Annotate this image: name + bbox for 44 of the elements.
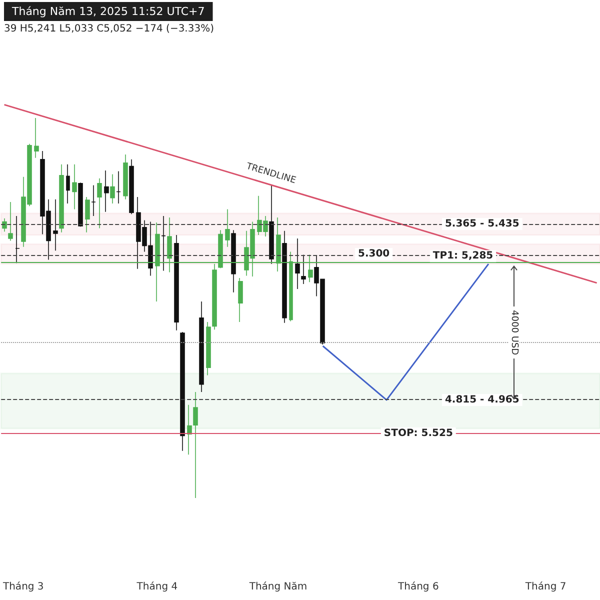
annotation: TP1: 5,285	[432, 250, 494, 262]
x-tick-label: Tháng 6	[397, 582, 439, 592]
candlestick	[66, 164, 70, 204]
candlestick	[161, 216, 166, 272]
annotation: STOP: 5.525	[384, 428, 453, 439]
candlestick	[301, 254, 306, 284]
candlestick	[8, 202, 13, 242]
candlestick	[116, 170, 121, 204]
candlestick	[2, 218, 7, 232]
candlestick	[53, 198, 58, 252]
candlestick	[59, 164, 64, 233]
candlestick	[193, 392, 198, 498]
x-tick-label: Tháng Năm	[248, 582, 308, 592]
candlestick	[72, 164, 77, 210]
candlestick	[34, 118, 39, 158]
candlestick	[199, 301, 204, 392]
candlestick	[129, 159, 134, 215]
candlestick	[174, 234, 179, 331]
candlestick	[85, 196, 90, 233]
candlestick	[231, 230, 236, 293]
annotation: 4.815 - 4.965	[444, 394, 520, 406]
candlestick	[91, 184, 96, 216]
candlestick	[97, 178, 102, 229]
candlestick	[78, 182, 83, 228]
annotation: 4000 USD	[508, 310, 519, 356]
annotation: 5.365 - 5.435	[444, 218, 520, 230]
annotation: 5.300	[358, 248, 390, 260]
candlestick	[238, 278, 243, 322]
candlestick	[206, 322, 211, 376]
candlestick	[295, 238, 300, 290]
candlestick	[269, 184, 274, 264]
candlestick	[225, 208, 230, 248]
x-tick-label: Tháng 7	[524, 582, 566, 592]
candlestick	[282, 230, 287, 324]
candlestick	[15, 216, 20, 264]
candlestick	[104, 170, 109, 212]
chart-title: Tháng Năm 13, 2025 11:52 UTC+7	[11, 5, 205, 18]
candlestick	[123, 154, 128, 200]
x-tick-label: Tháng 4	[136, 582, 178, 592]
chart-subtitle: 39 H5,241 L5,033 C5,052 −174 (−3.33%)	[4, 24, 214, 34]
candlestick	[110, 174, 115, 204]
candlestick	[187, 404, 192, 456]
x-tick-label: Tháng 3	[2, 582, 44, 592]
candlestick	[180, 332, 185, 452]
